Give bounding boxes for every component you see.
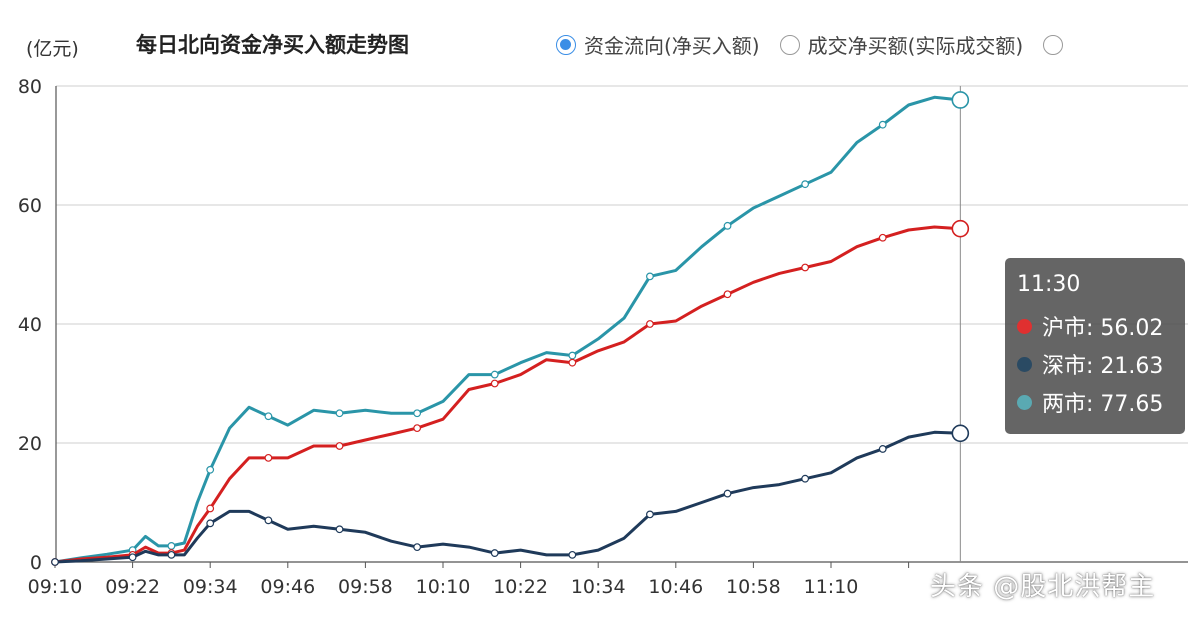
y-tick-label: 40: [18, 314, 42, 336]
data-point: [335, 442, 344, 450]
data-point: [335, 525, 344, 534]
data-point: [206, 465, 215, 474]
hover-marker: [951, 424, 970, 443]
hover-marker: [951, 219, 970, 238]
y-tick-label: 20: [18, 433, 42, 455]
mode-option-net-buy[interactable]: 资金流向(净买入额): [556, 30, 760, 59]
x-tick-label: 09:22: [105, 576, 160, 598]
tooltip-time: 11:30: [1017, 272, 1081, 297]
data-point: [568, 358, 577, 367]
data-point: [264, 412, 273, 421]
data-point: [335, 409, 344, 418]
series-dot-icon: [1017, 394, 1032, 410]
data-point: [490, 549, 499, 557]
x-tick-label: 09:34: [183, 576, 238, 598]
tooltip-value: 沪市: 56.02: [1042, 316, 1164, 341]
data-point: [413, 424, 422, 433]
data-point: [723, 290, 732, 299]
y-axis-unit: (亿元): [26, 38, 79, 60]
series-line-0: [53, 225, 962, 564]
mode-option-turnover[interactable]: 成交净买额(实际成交额): [779, 30, 1024, 59]
radio-selected-icon[interactable]: [556, 34, 576, 55]
data-point: [128, 553, 137, 562]
data-point: [568, 351, 577, 360]
data-point: [490, 379, 499, 388]
data-point: [801, 474, 810, 483]
x-tick-label: 10:34: [571, 576, 626, 598]
x-tick-label: 11:10: [804, 576, 859, 598]
mode-option-label: 成交净买额(实际成交额): [807, 34, 1024, 58]
data-point: [878, 233, 887, 242]
tooltip-row-total: 两市: 77.65: [1017, 383, 1185, 421]
series-line-2: [53, 95, 962, 564]
x-tick-label: 09:10: [28, 576, 83, 598]
tooltip-row-sh: 沪市: 56.02: [1017, 307, 1185, 345]
watermark: 头条 @股北洪帮主: [930, 572, 1156, 602]
mode-selector: 资金流向(净买入额) 成交净买额(实际成交额): [556, 30, 1091, 59]
chart-title: 每日北向资金净买入额走势图: [136, 33, 409, 57]
data-point: [723, 489, 732, 498]
hover-markers: [951, 91, 970, 443]
y-tick-label: 80: [18, 76, 42, 98]
radio-unselected-icon[interactable]: [779, 34, 800, 55]
data-point: [167, 550, 176, 559]
data-point: [646, 272, 654, 281]
mode-option-third[interactable]: [1043, 34, 1071, 55]
hover-marker: [951, 91, 970, 109]
x-tick-label: 10:46: [648, 576, 703, 598]
data-point: [801, 180, 810, 189]
data-point: [206, 504, 215, 513]
series-line-1: [53, 430, 962, 564]
data-point: [646, 510, 654, 519]
gridlines: [56, 85, 1188, 444]
y-tick-label: 0: [30, 552, 42, 574]
x-tick-label: 10:22: [493, 576, 548, 598]
data-point: [167, 542, 176, 550]
data-point: [206, 519, 215, 528]
x-tick-label: 09:58: [338, 576, 393, 598]
radio-unselected-icon[interactable]: [1043, 34, 1064, 55]
tooltip-value: 两市: 77.65: [1042, 392, 1164, 417]
data-point: [878, 445, 887, 453]
data-point: [801, 263, 810, 272]
data-point: [568, 550, 577, 559]
tooltip-row-sz: 深市: 21.63: [1017, 345, 1185, 383]
axes: 0 20 40 60 80 09:10 09:22 09:34 09:46 09:58 10:10 1…: [18, 76, 1188, 598]
data-point: [264, 453, 273, 462]
data-point: [413, 409, 422, 418]
x-tick-label: 09:46: [260, 576, 315, 598]
x-tick-label: 10:10: [416, 576, 471, 598]
series-dot-icon: [1017, 318, 1032, 334]
data-point: [723, 221, 732, 230]
y-tick-label: 60: [18, 195, 42, 217]
data-point: [413, 543, 422, 552]
x-tick-label: 10:58: [726, 576, 781, 598]
data-point: [646, 320, 654, 328]
data-point: [878, 120, 887, 129]
data-point: [490, 370, 499, 379]
data-point: [264, 516, 273, 525]
series-dot-icon: [1017, 356, 1032, 372]
tooltip-value: 深市: 21.63: [1042, 354, 1164, 379]
hover-tooltip: 11:30 沪市: 56.02 深市: 21.63 两市: 77.65: [1005, 258, 1185, 434]
mode-option-label: 资金流向(净买入额): [584, 34, 760, 58]
data-point: [51, 558, 59, 566]
series-lines: [51, 95, 962, 566]
